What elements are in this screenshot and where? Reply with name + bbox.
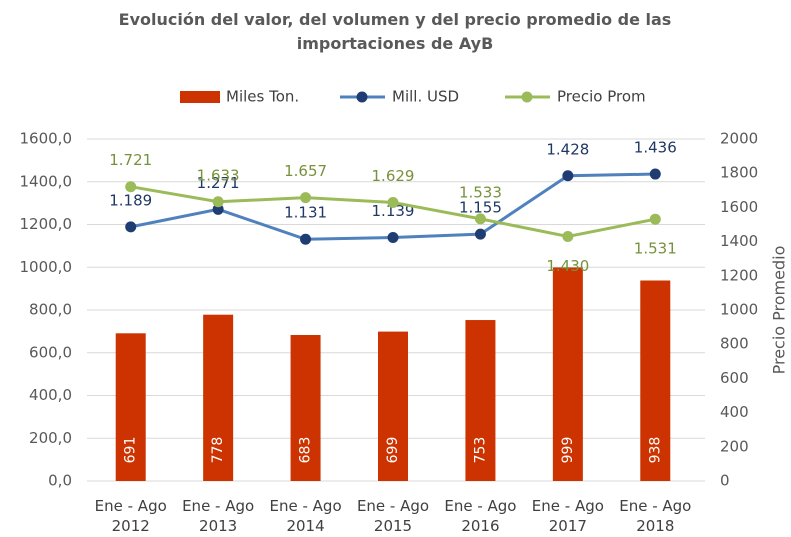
y-tick-label: 200,0 — [29, 429, 72, 447]
x-tick-label: Ene - Ago 2013 — [182, 497, 255, 535]
data-label: 1.721 — [109, 151, 152, 169]
line-marker — [562, 230, 574, 242]
bar-value-label: 753 — [472, 437, 488, 464]
y-tick-label: 600,0 — [29, 343, 72, 361]
line-marker — [300, 233, 312, 245]
y2-tick-label: 1200 — [720, 266, 758, 284]
bar-value-label: 699 — [385, 437, 401, 464]
data-label: 1.436 — [634, 139, 677, 157]
y-tick-label: 1000,0 — [20, 258, 73, 276]
legend-label: Precio Prom — [557, 88, 646, 106]
bar-value-label: 938 — [647, 437, 663, 464]
data-label: 1.155 — [459, 199, 502, 217]
bar — [640, 280, 671, 481]
bar-value-label: 778 — [210, 437, 226, 464]
y2-tick-label: 600 — [720, 369, 749, 387]
chart-title: Evolución del valor, del volumen y del p… — [118, 10, 672, 53]
y2-tick-label: 0 — [720, 472, 730, 490]
data-label: 1.139 — [372, 202, 415, 220]
x-tick-label: Ene - Ago 2012 — [94, 497, 167, 535]
y-tick-label: 1600,0 — [20, 130, 73, 148]
line-marker — [562, 170, 574, 182]
line-marker — [649, 168, 661, 180]
data-label: 1.271 — [197, 174, 240, 192]
y2-axis-title: Precio Promedio — [770, 246, 789, 375]
line-marker — [387, 196, 399, 208]
x-tick-label: Ene - Ago 2017 — [531, 497, 604, 535]
bar-value-label: 691 — [123, 437, 139, 464]
bar-value-label: 999 — [560, 437, 576, 464]
y2-tick-label: 2000 — [720, 130, 758, 148]
data-label: 1.189 — [109, 191, 152, 209]
y-tick-label: 1200,0 — [20, 215, 73, 233]
data-label: 1.428 — [546, 140, 589, 158]
line-marker — [212, 196, 224, 208]
line-marker — [125, 181, 137, 193]
legend-label: Miles Ton. — [226, 88, 299, 106]
y-tick-label: 400,0 — [29, 386, 72, 404]
y-tick-label: 800,0 — [29, 301, 72, 319]
bar — [378, 331, 408, 481]
x-tick-label: Ene - Ago 2014 — [269, 497, 342, 535]
data-label: 1.533 — [459, 183, 502, 201]
y2-tick-label: 1400 — [720, 232, 758, 250]
y2-tick-label: 1600 — [720, 198, 758, 216]
legend-marker — [356, 91, 368, 103]
line-marker — [474, 228, 486, 240]
line-marker — [649, 213, 661, 225]
y2-tick-label: 400 — [720, 403, 749, 421]
data-label: 1.430 — [546, 257, 589, 275]
line-marker — [387, 232, 399, 244]
x-tick-label: Ene - Ago 2016 — [444, 497, 517, 535]
x-tick-label: Ene - Ago 2015 — [356, 497, 430, 535]
data-label: 1.531 — [634, 240, 677, 258]
y2-tick-label: 1800 — [720, 164, 758, 182]
line-marker — [125, 221, 137, 233]
bar-value-label: 683 — [298, 437, 314, 464]
legend-swatch — [180, 91, 220, 103]
data-label: 1.633 — [197, 166, 240, 184]
bar — [203, 314, 234, 481]
bar — [115, 333, 146, 481]
legend-marker — [521, 91, 533, 103]
bar — [465, 320, 496, 481]
y2-tick-label: 800 — [720, 335, 749, 353]
line-marker — [300, 192, 312, 204]
x-tick-label: Ene - Ago 2018 — [619, 497, 692, 535]
data-label: 1.629 — [372, 167, 415, 185]
y-tick-label: 0,0 — [48, 472, 72, 490]
bar — [552, 267, 583, 481]
data-label: 1.657 — [284, 162, 327, 180]
y2-tick-label: 1000 — [720, 301, 758, 319]
data-label: 1.131 — [284, 204, 327, 222]
line-marker — [474, 213, 486, 225]
legend-label: Mill. USD — [392, 88, 459, 106]
y2-tick-label: 200 — [720, 437, 749, 455]
bar — [290, 335, 321, 481]
y-tick-label: 1400,0 — [20, 172, 73, 190]
line-marker — [212, 203, 224, 215]
